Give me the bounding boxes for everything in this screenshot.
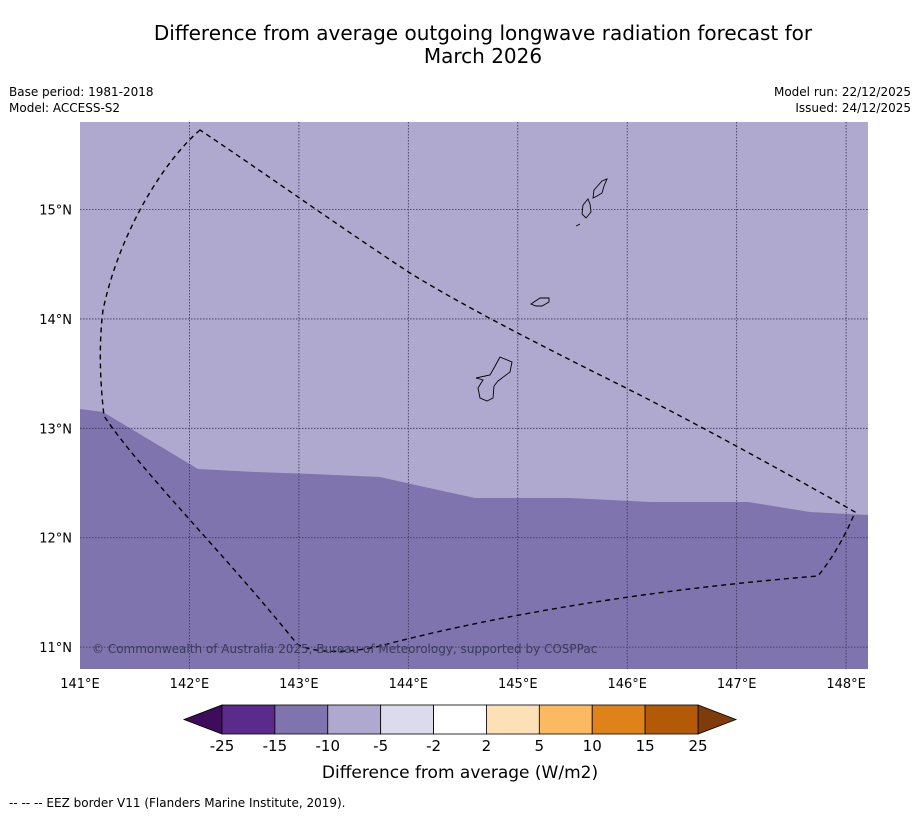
colorbar-label: Difference from average (W/m2) <box>322 763 598 783</box>
model-run-text: Model run: 22/12/2025 <box>773 85 911 99</box>
colorbar-tick-label: -25 <box>210 737 235 755</box>
colorbar-swatch <box>327 704 382 735</box>
x-tick-label: 143°E <box>279 677 319 692</box>
meta-left: Base period: 1981-2018 Model: ACCESS-S2 <box>9 84 154 116</box>
colorbar-tick-label: 2 <box>482 737 492 755</box>
colorbar-low-extend <box>182 704 223 735</box>
x-tick-label: 148°E <box>826 677 866 692</box>
y-tick-label: 11°N <box>39 641 72 656</box>
region-minus15-to-minus10 <box>80 409 868 669</box>
base-period-text: Base period: 1981-2018 <box>9 85 154 99</box>
colorbar-swatch <box>221 704 276 735</box>
island-aguijan <box>575 223 581 227</box>
colorbar-swatch <box>380 704 434 735</box>
x-tick-label: 142°E <box>170 677 210 692</box>
colorbar-high-extend <box>697 704 738 735</box>
model-text: Model: ACCESS-S2 <box>9 101 121 115</box>
x-axis-ticks: 141°E 142°E 143°E 144°E 145°E 146°E 147°E 148°E <box>60 677 866 692</box>
colorbar-swatch <box>274 704 329 735</box>
chart-title-line-2: March 2026 <box>423 44 543 68</box>
copyright-text: © Commonwealth of Australia 2025, Bureau… <box>92 642 597 656</box>
colorbar-swatch <box>644 704 699 735</box>
colorbar-tick-label: -5 <box>373 737 388 755</box>
x-tick-label: 146°E <box>607 677 647 692</box>
y-tick-label: 13°N <box>39 422 72 437</box>
colorbar-tick-label: -10 <box>316 737 341 755</box>
colorbar-tick-label: 25 <box>688 737 707 755</box>
colorbar-tick-label: -15 <box>263 737 288 755</box>
x-tick-label: 144°E <box>389 677 429 692</box>
colorbar-tick-label: -2 <box>426 737 441 755</box>
y-axis-ticks: 15°N 14°N 13°N 12°N 11°N <box>39 204 72 657</box>
colorbar-swatch <box>486 704 540 735</box>
island-rota <box>530 297 550 307</box>
colorbar-swatch <box>433 704 487 735</box>
issued-text: Issued: 24/12/2025 <box>795 101 911 115</box>
x-tick-label: 147°E <box>717 677 757 692</box>
graticule <box>80 122 868 669</box>
x-tick-label: 141°E <box>60 677 100 692</box>
y-tick-label: 14°N <box>39 313 72 328</box>
colorbar-swatch <box>591 704 646 735</box>
island-guam <box>475 356 513 402</box>
chart-title-line-1: Difference from average outgoing longwav… <box>153 21 813 45</box>
chart-title: Difference from average outgoing longwav… <box>0 22 919 68</box>
colorbar-tick-label: 5 <box>535 737 545 755</box>
y-tick-label: 15°N <box>39 204 72 219</box>
island-tinian <box>581 198 592 219</box>
islands <box>475 178 608 402</box>
eez-border <box>99 129 856 653</box>
colorbar-tick-label: 15 <box>636 737 655 755</box>
meta-right: Model run: 22/12/2025 Issued: 24/12/2025 <box>774 84 911 116</box>
colorbar-tick-label: 10 <box>583 737 602 755</box>
island-saipan <box>592 178 608 199</box>
colorbar-swatch <box>538 704 593 735</box>
x-tick-label: 145°E <box>498 677 538 692</box>
y-tick-label: 12°N <box>39 532 72 547</box>
eez-legend-text: -- -- -- EEZ border V11 (Flanders Marine… <box>9 796 346 810</box>
colorbar: -25 -15 -10 -5 -2 2 5 10 15 25 <box>182 704 738 755</box>
map-area: © Commonwealth of Australia 2025, Bureau… <box>80 122 868 669</box>
